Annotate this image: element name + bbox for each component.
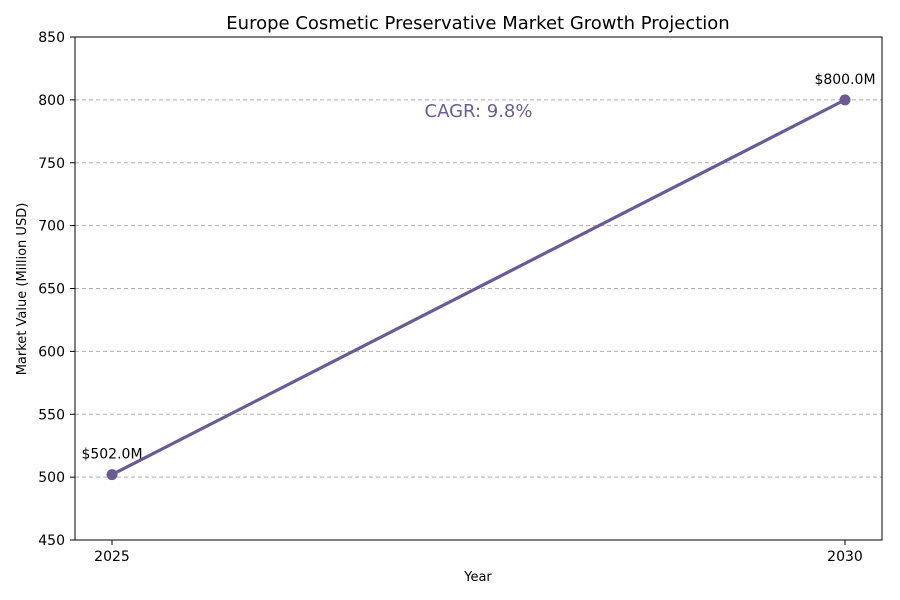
y-axis-label: Market Value (Million USD) (15, 203, 30, 376)
data-point (839, 94, 851, 106)
data-label: $502.0M (81, 447, 142, 463)
y-axis-ticks: 450 500 550 600 650 700 750 800 850 (38, 30, 75, 549)
series-line (110, 98, 847, 477)
y-tick-label: 800 (38, 93, 65, 109)
y-tick-label: 500 (38, 470, 65, 486)
x-tick-label: 2030 (827, 549, 863, 565)
y-tick-label: 450 (38, 533, 65, 549)
y-tick-label: 750 (38, 156, 65, 172)
x-axis-ticks: 2025 2030 (94, 540, 863, 565)
cagr-annotation: CAGR: 9.8% (425, 101, 533, 122)
y-tick-label: 600 (38, 344, 65, 360)
data-point (106, 469, 118, 481)
gridlines (75, 99, 882, 478)
chart-title: Europe Cosmetic Preservative Market Grow… (226, 13, 729, 34)
y-tick-label: 650 (38, 282, 65, 298)
y-tick-label: 850 (38, 30, 65, 46)
data-label: $800.0M (814, 72, 875, 88)
x-axis-label: Year (463, 570, 492, 585)
y-tick-label: 700 (38, 219, 65, 235)
plot-area-frame (74, 36, 883, 541)
y-tick-label: 550 (38, 407, 65, 423)
series-group: $502.0M $800.0M (81, 72, 876, 481)
x-tick-label: 2025 (94, 549, 130, 565)
